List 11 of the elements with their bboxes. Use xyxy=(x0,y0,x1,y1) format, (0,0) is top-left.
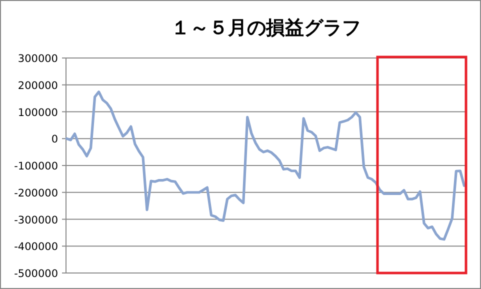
y-tick-label: 300000 xyxy=(18,53,58,65)
chart-title: １～５月の損益グラフ xyxy=(171,17,361,39)
y-tick-label: -100000 xyxy=(14,160,58,172)
line-series xyxy=(65,90,466,241)
y-tick-label: -400000 xyxy=(14,241,58,254)
y-tick-label: -500000 xyxy=(14,268,58,280)
y-tick-label: -200000 xyxy=(14,187,58,200)
y-tick-label: 0 xyxy=(51,134,58,146)
y-tick-label: 100000 xyxy=(18,106,58,119)
y-tick-label: -300000 xyxy=(14,214,58,226)
y-tick-label: 200000 xyxy=(18,80,58,92)
